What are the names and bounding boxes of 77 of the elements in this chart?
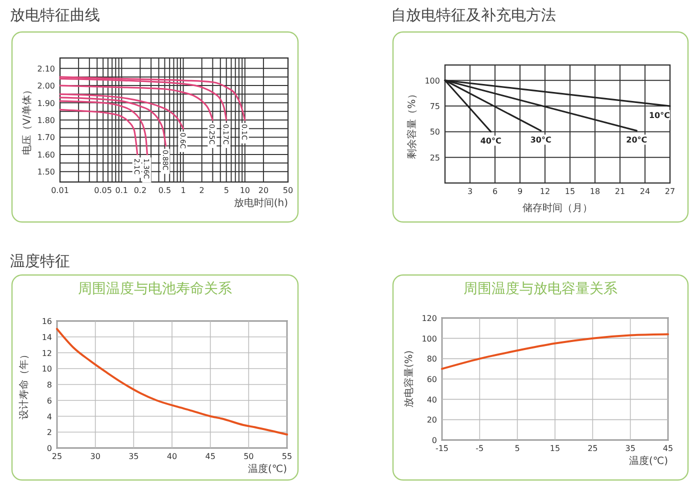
- x-tick-label: 5: [224, 186, 229, 195]
- y-tick-label: 8: [46, 380, 52, 390]
- x-tick-label: 30: [90, 452, 100, 461]
- x-axis-title: 放电时间(h): [234, 197, 288, 209]
- x-tick-label: 9: [517, 187, 523, 196]
- x-tick-label: 10: [240, 186, 250, 195]
- y-tick-label: 50: [430, 128, 440, 137]
- y-tick-label: 1.50: [37, 168, 55, 177]
- series-label: 30°C: [530, 136, 552, 145]
- x-tick-label: 40: [166, 452, 178, 461]
- y-tick-label: 1.60: [37, 150, 55, 160]
- y-tick-label: 120: [422, 314, 437, 323]
- chart-title: 周围温度与放电容量关系: [464, 281, 618, 297]
- y-tick-label: 0: [432, 436, 437, 445]
- x-tick-label: 45: [662, 444, 674, 453]
- y-tick-label: 100: [424, 76, 440, 86]
- y-axis-title: 电压（V/单体）: [21, 84, 33, 156]
- x-tick-label: 0.05: [94, 186, 112, 195]
- x-tick-label: 24: [640, 187, 650, 196]
- x-tick-label: 35: [128, 452, 139, 461]
- x-tick-label: 50: [282, 186, 294, 195]
- x-tick-label: 0.1: [115, 186, 128, 195]
- x-tick-label: 0.5: [158, 186, 172, 195]
- y-tick-label: 14: [42, 332, 52, 342]
- y-tick-label: 4: [46, 412, 52, 422]
- y-tick-label: 16: [42, 317, 52, 326]
- y-tick-label: 80: [426, 354, 437, 364]
- x-tick-label: 1: [180, 186, 186, 195]
- x-tick-label: 0.01: [51, 186, 69, 195]
- x-tick-label: 50: [244, 452, 254, 461]
- x-tick-label: 27: [664, 187, 676, 196]
- x-tick-label: 20: [258, 186, 269, 195]
- x-tick-label: 2: [199, 186, 204, 195]
- x-tick-label: -15: [435, 444, 449, 453]
- series-label: 20°C: [626, 136, 648, 145]
- y-tick-label: 2.00: [37, 82, 55, 91]
- x-tick-label: 5: [514, 444, 520, 453]
- x-tick-label: 18: [590, 187, 600, 196]
- x-tick-label: 21: [614, 187, 626, 196]
- y-tick-label: 40: [426, 395, 437, 404]
- x-tick-label: 6: [492, 187, 498, 196]
- x-axis-title: 温度(℃): [628, 455, 668, 467]
- x-axis-title: 温度(℃): [248, 463, 288, 475]
- chart-title: 放电特征曲线: [10, 6, 100, 24]
- y-tick-label: 60: [426, 375, 437, 384]
- x-tick-label: 25: [588, 444, 598, 453]
- x-tick-label: 45: [205, 452, 216, 461]
- y-tick-label: 25: [430, 153, 440, 162]
- y-tick-label: 6: [46, 396, 52, 406]
- series-label: 40°C: [480, 136, 502, 146]
- series-label: 10°C: [648, 111, 670, 120]
- y-axis-title: 放电容量(%): [403, 350, 415, 408]
- x-tick-label: 0.2: [134, 186, 147, 195]
- y-tick-label: 75: [430, 102, 440, 112]
- y-tick-label: 1.90: [37, 98, 55, 108]
- x-tick-label: 3: [467, 187, 473, 196]
- y-tick-label: 2.10: [37, 64, 55, 74]
- y-tick-label: 20: [426, 416, 437, 425]
- y-axis-title: 剩余容量（%）: [406, 89, 418, 159]
- y-tick-label: 0: [46, 444, 52, 453]
- y-tick-label: 100: [422, 334, 437, 344]
- x-tick-label: 15: [550, 444, 560, 453]
- x-tick-label: 12: [540, 187, 550, 196]
- y-tick-label: 1.80: [37, 116, 55, 125]
- chart-title: 自放电特征及补充电方法: [391, 6, 556, 24]
- text: 温度特征: [10, 252, 70, 270]
- x-tick-label: -5: [476, 444, 484, 453]
- y-tick-label: 10: [42, 364, 52, 374]
- x-tick-label: 15: [564, 187, 576, 196]
- y-tick-label: 1.70: [37, 133, 55, 142]
- y-tick-label: 12: [42, 348, 52, 358]
- x-axis-title: 储存时间（月）: [522, 202, 592, 214]
- x-tick-label: 55: [282, 452, 292, 461]
- y-tick-label: 2: [46, 428, 52, 438]
- x-tick-label: 35: [625, 444, 636, 453]
- y-axis-title: 设计寿命（年）: [18, 350, 30, 420]
- chart-title: 周围温度与电池寿命关系: [78, 281, 232, 297]
